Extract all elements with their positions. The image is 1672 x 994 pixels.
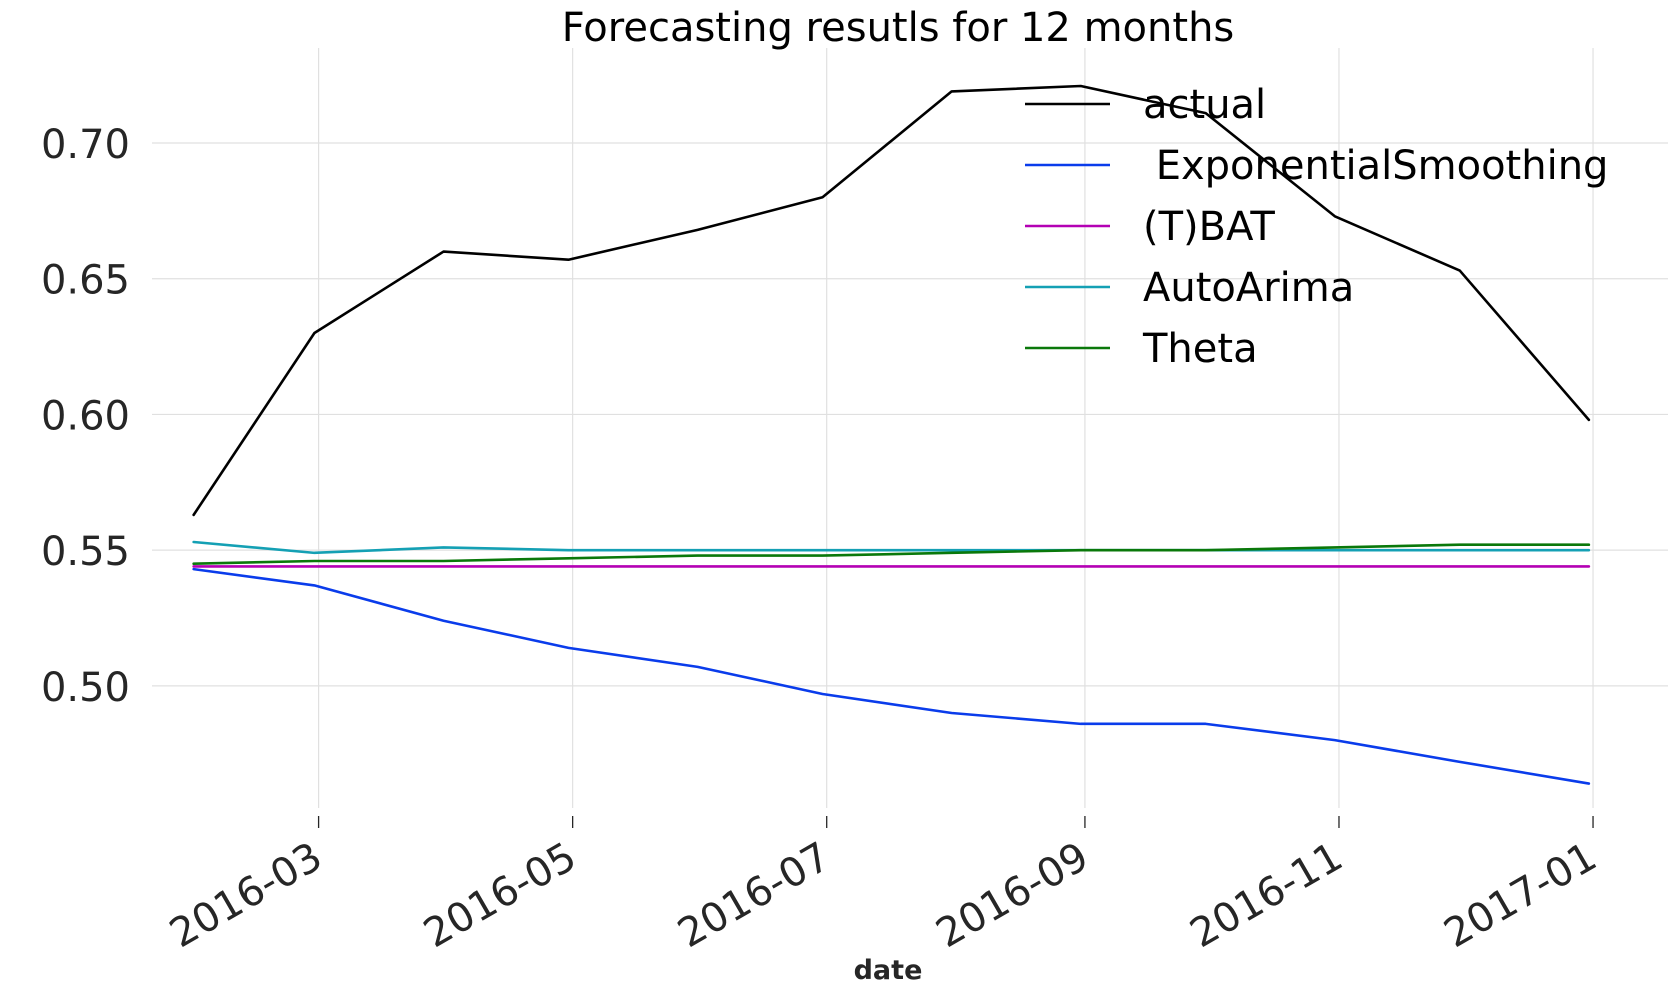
y-axis-ticks: 0.50 0.55 0.60 0.65 0.70 xyxy=(41,122,130,711)
y-tick-label: 0.50 xyxy=(41,665,130,711)
x-tick-label: 2017-01 xyxy=(1437,834,1605,957)
series-line xyxy=(192,543,1591,566)
legend: actual ExponentialSmoothing (T)BAT AutoAri… xyxy=(1025,82,1608,372)
legend-label: actual xyxy=(1143,82,1266,128)
legend-label: AutoArima xyxy=(1143,265,1354,311)
x-tick-label: 2016-09 xyxy=(929,834,1097,957)
series-line xyxy=(192,540,1591,555)
chart-title: Forecasting resutls for 12 months xyxy=(562,5,1235,51)
legend-label: (T)BAT xyxy=(1143,204,1275,250)
legend-label: ExponentialSmoothing xyxy=(1143,143,1608,189)
series-line xyxy=(192,84,1591,517)
x-axis-label: date xyxy=(854,955,923,986)
y-tick-label: 0.70 xyxy=(41,122,130,168)
y-tick-label: 0.55 xyxy=(41,529,130,575)
y-tick-label: 0.60 xyxy=(41,393,130,439)
y-tick-label: 0.65 xyxy=(41,258,130,304)
x-tick-label: 2016-11 xyxy=(1183,834,1351,957)
x-tick-label: 2016-07 xyxy=(670,834,838,957)
x-tick-label: 2016-05 xyxy=(416,834,584,957)
x-tick-label: 2016-03 xyxy=(162,834,330,957)
x-axis-ticks: 2016-03 2016-05 2016-07 2016-09 2016-11 2017-… xyxy=(162,816,1604,957)
series-line xyxy=(192,567,1591,785)
legend-label: Theta xyxy=(1142,326,1258,372)
series-lines xyxy=(192,84,1591,785)
